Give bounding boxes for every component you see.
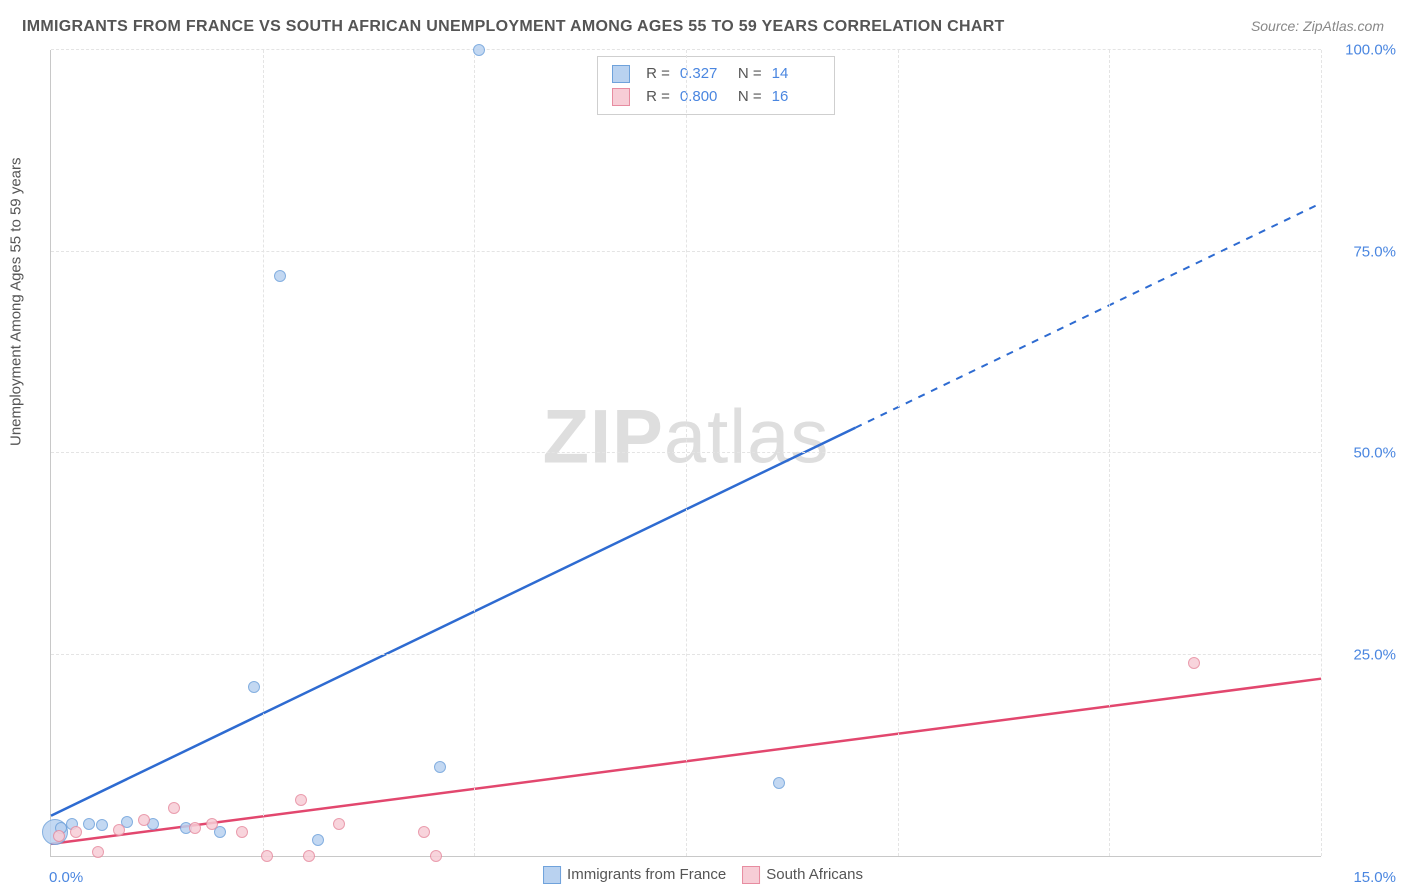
n-value: 14 (772, 63, 820, 86)
y-axis-tick-label: 100.0% (1328, 42, 1396, 59)
data-point (434, 761, 446, 773)
y-axis-tick-label: 25.0% (1328, 646, 1396, 663)
x-axis-max-label: 15.0% (1353, 869, 1396, 886)
r-label: R = (646, 63, 670, 86)
legend-label: Immigrants from France (567, 866, 726, 883)
data-point (274, 270, 286, 282)
trend-line-dashed (855, 203, 1321, 428)
chart-plot-area: ZIPatlas 0.0% 15.0% R =0.327N =14R =0.80… (50, 50, 1321, 857)
gridline-vertical (263, 50, 264, 856)
n-value: 16 (772, 86, 820, 109)
data-point (92, 846, 104, 858)
data-point (70, 826, 82, 838)
gridline-vertical (1321, 50, 1322, 856)
legend-swatch (742, 866, 760, 884)
trend-line-solid (51, 428, 855, 816)
x-axis-min-label: 0.0% (49, 869, 83, 886)
gridline-vertical (1109, 50, 1110, 856)
data-point (83, 818, 95, 830)
legend-item: Immigrants from France (543, 866, 726, 884)
gridline-vertical (686, 50, 687, 856)
source-attribution: Source: ZipAtlas.com (1251, 18, 1384, 34)
gridline-vertical (898, 50, 899, 856)
n-label: N = (738, 86, 762, 109)
r-value: 0.800 (680, 86, 728, 109)
data-point (189, 822, 201, 834)
legend-swatch (612, 65, 630, 83)
y-axis-tick-label: 50.0% (1328, 445, 1396, 462)
n-label: N = (738, 63, 762, 86)
legend-label: South Africans (766, 866, 863, 883)
gridline-vertical (474, 50, 475, 856)
data-point (333, 818, 345, 830)
r-value: 0.327 (680, 63, 728, 86)
chart-title: IMMIGRANTS FROM FRANCE VS SOUTH AFRICAN … (22, 18, 1005, 36)
data-point (430, 850, 442, 862)
data-point (206, 818, 218, 830)
data-point (418, 826, 430, 838)
data-point (113, 824, 125, 836)
correlation-legend: R = 0.327 N = 14 R = 0.800 N = 16 (597, 56, 835, 115)
data-point (473, 44, 485, 56)
correlation-legend-row: R = 0.800 N = 16 (612, 86, 820, 109)
data-point (96, 819, 108, 831)
series-legend: Immigrants from France South Africans (543, 866, 863, 884)
data-point (236, 826, 248, 838)
y-axis-label: Unemployment Among Ages 55 to 59 years (8, 157, 25, 446)
legend-swatch (543, 866, 561, 884)
data-point (295, 794, 307, 806)
data-point (248, 681, 260, 693)
correlation-legend-row: R = 0.327 N = 14 (612, 63, 820, 86)
data-point (312, 834, 324, 846)
legend-item: South Africans (742, 866, 863, 884)
data-point (168, 802, 180, 814)
data-point (261, 850, 273, 862)
data-point (53, 830, 65, 842)
r-label: R = (646, 86, 670, 109)
y-axis-tick-label: 75.0% (1328, 243, 1396, 260)
data-point (1188, 657, 1200, 669)
legend-swatch (612, 88, 630, 106)
data-point (138, 814, 150, 826)
data-point (773, 777, 785, 789)
data-point (303, 850, 315, 862)
